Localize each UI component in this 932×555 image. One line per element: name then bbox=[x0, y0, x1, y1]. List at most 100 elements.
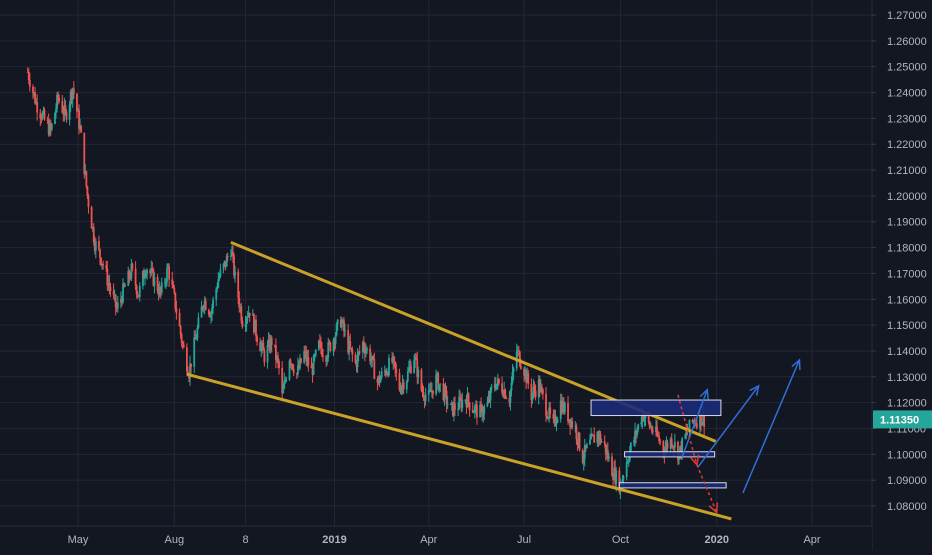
candle-body bbox=[354, 354, 357, 363]
candle-body bbox=[65, 111, 68, 120]
candle-body bbox=[421, 390, 424, 393]
candle-body bbox=[590, 434, 592, 440]
price-tick-label: 1.22000 bbox=[887, 139, 927, 151]
candle-body bbox=[173, 287, 176, 293]
candle-body bbox=[63, 105, 66, 115]
candle-body bbox=[342, 320, 344, 323]
candle-body bbox=[489, 388, 492, 401]
candle-body bbox=[583, 445, 586, 459]
candle-body bbox=[131, 263, 134, 269]
time-tick-label: May bbox=[68, 534, 89, 546]
candle-body bbox=[100, 257, 102, 265]
candle-body bbox=[459, 397, 462, 399]
candle-body bbox=[701, 422, 703, 426]
candle-body bbox=[246, 316, 249, 319]
candle-body bbox=[197, 317, 200, 329]
candle-body bbox=[517, 350, 520, 352]
last-price-label: 1.11350 bbox=[880, 414, 919, 426]
candle-body bbox=[427, 390, 430, 395]
candle-body bbox=[472, 411, 475, 413]
price-tick-label: 1.08000 bbox=[887, 501, 927, 513]
candle-body bbox=[464, 399, 467, 401]
candle-body bbox=[326, 357, 329, 362]
candle-body bbox=[559, 400, 562, 420]
candle-body bbox=[48, 122, 51, 135]
candle-body bbox=[168, 266, 170, 280]
candle-body bbox=[333, 339, 336, 344]
candle-body bbox=[347, 330, 350, 353]
candle-body bbox=[310, 365, 313, 369]
candle-body bbox=[681, 438, 684, 455]
candle-body bbox=[436, 373, 439, 375]
candle-body bbox=[307, 357, 310, 366]
candles bbox=[26, 67, 706, 500]
candle-body bbox=[423, 397, 426, 402]
candle-body bbox=[487, 397, 490, 403]
candle-body bbox=[124, 285, 127, 287]
candle-body bbox=[556, 419, 559, 423]
price-tick-label: 1.27000 bbox=[887, 10, 927, 22]
price-tick-label: 1.18000 bbox=[887, 243, 927, 255]
candle-body bbox=[615, 470, 618, 484]
candle-body bbox=[167, 266, 169, 268]
candle-body bbox=[435, 374, 437, 395]
candle-body bbox=[655, 426, 657, 433]
candle-body bbox=[156, 277, 159, 292]
candle-body bbox=[128, 270, 131, 278]
zone-box bbox=[590, 399, 722, 417]
candle-body bbox=[692, 420, 695, 422]
price-tick-label: 1.25000 bbox=[887, 62, 927, 74]
candle-body bbox=[174, 292, 177, 309]
candle-body bbox=[327, 342, 330, 358]
candle-body bbox=[592, 434, 595, 436]
candle-body bbox=[115, 307, 118, 309]
candle-body bbox=[190, 363, 192, 367]
candle-body bbox=[146, 270, 149, 274]
candle-body bbox=[486, 402, 489, 407]
candle-body bbox=[670, 438, 673, 446]
candle-body bbox=[193, 337, 196, 367]
candle-body bbox=[684, 434, 687, 439]
candle-body bbox=[150, 268, 153, 274]
candle-body bbox=[153, 277, 156, 286]
candle-body bbox=[562, 401, 565, 413]
candle-body bbox=[336, 319, 339, 324]
candle-body bbox=[116, 302, 119, 309]
candle-body bbox=[274, 345, 277, 360]
candle-body bbox=[643, 417, 646, 421]
candle-body bbox=[414, 356, 417, 361]
candle-body bbox=[503, 389, 506, 397]
candle-body bbox=[134, 268, 137, 286]
candle-body bbox=[658, 436, 661, 441]
candle-body bbox=[194, 337, 197, 340]
candle-body bbox=[68, 104, 71, 120]
candle-body bbox=[267, 339, 270, 346]
candle-body bbox=[102, 263, 105, 266]
candle-body bbox=[604, 443, 607, 454]
candle-body bbox=[450, 402, 453, 405]
candle-body bbox=[546, 415, 548, 419]
candle-body bbox=[373, 359, 376, 380]
candle-body bbox=[449, 403, 452, 405]
candle-body bbox=[85, 171, 88, 187]
candle-body bbox=[560, 400, 563, 413]
annotations bbox=[186, 241, 801, 521]
candle-body bbox=[649, 426, 652, 428]
candle-body bbox=[437, 373, 440, 391]
candle-body bbox=[467, 393, 470, 403]
candle-body bbox=[311, 368, 314, 375]
candle-body bbox=[410, 365, 412, 373]
price-tick-label: 1.10000 bbox=[887, 449, 927, 461]
candle-body bbox=[325, 356, 328, 362]
candle-body bbox=[348, 341, 351, 353]
candle-body bbox=[33, 92, 35, 94]
candle-body bbox=[42, 110, 45, 114]
candle-body bbox=[159, 287, 162, 293]
candle-body bbox=[665, 442, 668, 449]
price-tick-label: 1.15000 bbox=[887, 320, 927, 332]
candle-body bbox=[538, 379, 541, 393]
candle-body bbox=[350, 347, 353, 350]
candle-body bbox=[138, 285, 141, 297]
